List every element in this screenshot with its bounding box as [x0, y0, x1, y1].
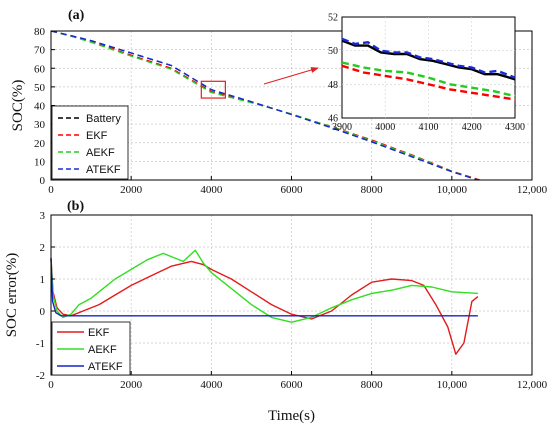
soc-y-tick-label: 60 — [34, 63, 46, 75]
zoom-inset: 3900 4000 4100 4200 4300 46 48 50 52 — [328, 13, 525, 134]
soc-error-chart: 0 2000 4000 6000 8000 10,000 12,000 -2 -1 0 1 2 3 (b… — [4, 199, 548, 391]
soc-error-chart-series — [50, 249, 479, 355]
soc-x-tick-label: 8000 — [361, 184, 384, 196]
soc-legend-label-battery: Battery — [86, 113, 121, 125]
soc-error-chart-ticks: 0 2000 4000 6000 8000 10,000 12,000 -2 -1 0 1 2 3 — [36, 210, 548, 391]
soc-series-atekf — [50, 30, 479, 181]
soc-y-tick-label: 40 — [34, 101, 46, 113]
soc-y-tick-label: 50 — [34, 82, 46, 94]
soc-legend-label-ekf: EKF — [86, 130, 108, 142]
soc-series-aekf — [50, 30, 479, 181]
error-series-ekf — [50, 258, 479, 355]
soc-x-tick-label: 10,000 — [437, 184, 468, 196]
inset-y-tick-label: 48 — [328, 80, 338, 91]
soc-x-tick-label: 6000 — [281, 184, 304, 196]
error-x-tick-label: 8000 — [361, 379, 384, 391]
error-series-atekf — [50, 258, 478, 317]
error-legend-label-atekf: ATEKF — [88, 361, 123, 373]
error-x-tick-label: 2000 — [120, 379, 143, 391]
soc-x-tick-label: 0 — [48, 184, 54, 196]
panel-b-label: (b) — [67, 199, 84, 214]
inset-x-tick-label: 4200 — [462, 122, 482, 133]
inset-series-atekf — [341, 37, 516, 79]
soc-x-tick-label: 4000 — [200, 184, 223, 196]
soc-y-tick-label: 20 — [34, 138, 46, 150]
zoom-arrow — [263, 67, 319, 85]
soc-y-tick-label: 30 — [34, 119, 46, 131]
inset-y-tick-label: 52 — [328, 13, 338, 24]
soc-y-tick-label: 10 — [34, 156, 46, 168]
error-x-tick-label: 0 — [48, 379, 54, 391]
inset-x-tick-label: 4000 — [375, 122, 395, 133]
error-legend-label-ekf: EKF — [88, 327, 110, 339]
soc-y-tick-label: 80 — [34, 26, 46, 38]
inset-y-tick-label: 50 — [328, 46, 338, 57]
soc-y-axis-title: SOC(%) — [10, 80, 26, 132]
error-y-tick-label: -1 — [36, 338, 45, 350]
inset-y-tick-label: 46 — [328, 114, 338, 125]
error-series-aekf — [50, 249, 478, 323]
inset-series-ekf — [341, 64, 516, 101]
soc-y-tick-label: 70 — [34, 45, 46, 57]
error-y-tick-label: 2 — [40, 242, 46, 254]
inset-x-tick-label: 4300 — [505, 122, 525, 133]
soc-legend-box — [51, 105, 129, 180]
inset-series-battery — [341, 39, 516, 81]
soc-legend-label-atekf: ATEKF — [86, 164, 121, 176]
panel-a-label: (a) — [68, 8, 85, 23]
x-axis-title: Time(s) — [268, 408, 315, 424]
error-y-tick-label: 0 — [40, 306, 46, 318]
inset-x-tick-label: 4100 — [419, 122, 439, 133]
soc-error-chart-grid — [51, 215, 532, 375]
soc-x-tick-label: 12,000 — [517, 184, 548, 196]
error-x-tick-label: 6000 — [281, 379, 304, 391]
error-x-tick-label: 10,000 — [437, 379, 468, 391]
soc-chart-ticks: 0 2000 4000 6000 8000 10,000 12,000 0 10 20 30 40 50… — [34, 26, 548, 196]
soc-y-tick-label: 0 — [40, 175, 46, 187]
error-y-tick-label: 1 — [40, 274, 46, 286]
soc-chart-series — [50, 30, 481, 181]
inset-x-tick-label: 3900 — [332, 122, 352, 133]
soc-error-chart-legend: EKF AEKF ATEKF — [51, 321, 131, 376]
soc-error-y-axis-title: SOC error(%) — [4, 253, 20, 338]
inset-series-aekf — [341, 61, 516, 98]
soc-chart: 0 2000 4000 6000 8000 10,000 12,000 0 10 20 30 40 50… — [10, 8, 548, 196]
error-y-tick-label: -2 — [36, 370, 45, 382]
soc-chart-legend: Battery EKF AEKF ATEKF — [51, 105, 129, 180]
error-y-tick-label: 3 — [40, 210, 46, 222]
zoom-highlight-box — [200, 80, 226, 99]
error-x-tick-label: 12,000 — [517, 379, 548, 391]
error-x-tick-label: 4000 — [200, 379, 223, 391]
soc-legend-label-aekf: AEKF — [86, 147, 115, 159]
soc-x-tick-label: 2000 — [120, 184, 143, 196]
error-legend-label-aekf: AEKF — [88, 344, 117, 356]
